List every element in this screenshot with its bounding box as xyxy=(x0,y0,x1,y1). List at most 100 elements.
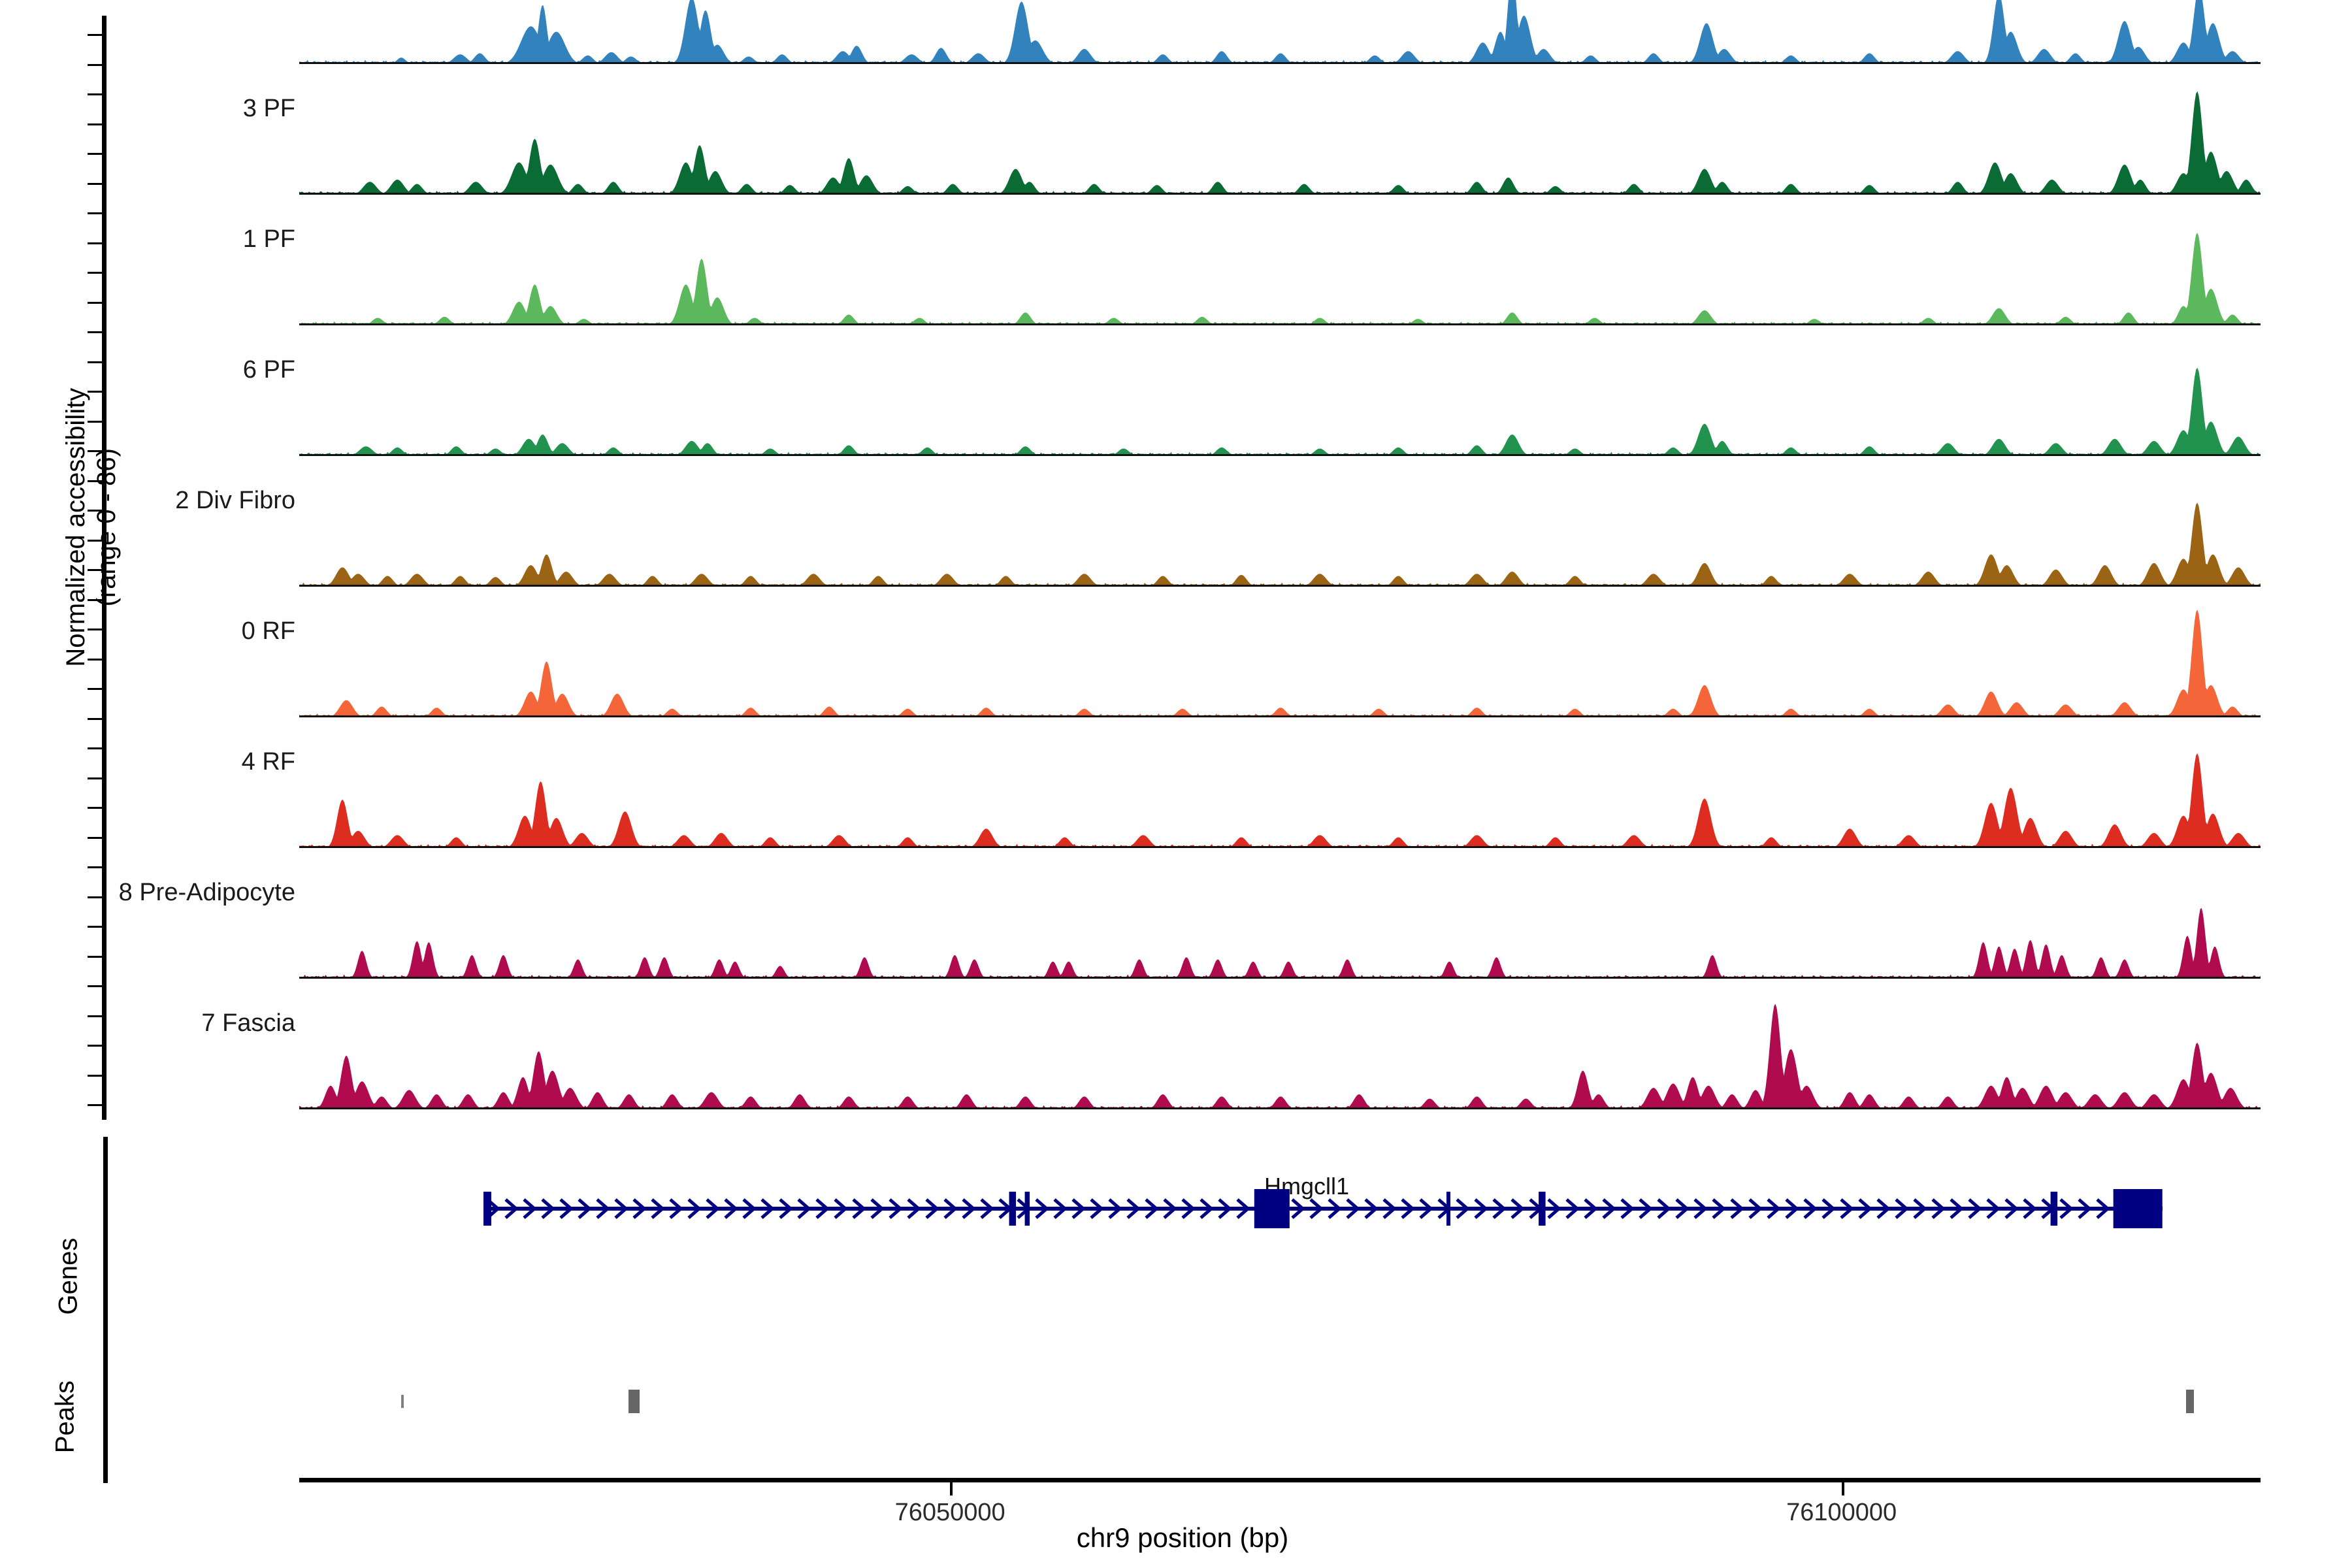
y-axis-tick xyxy=(88,391,102,393)
track-baseline xyxy=(299,193,2261,195)
y-axis-tick xyxy=(88,598,102,601)
y-axis-tick xyxy=(88,510,102,512)
gene-exon xyxy=(1254,1189,1290,1228)
signal-trace xyxy=(299,1004,2261,1109)
y-axis-tick xyxy=(88,1045,102,1047)
track-label-1-pf: 1 PF xyxy=(242,225,295,253)
y-axis-tick xyxy=(88,866,102,868)
track-label-2-div-fibro: 2 Div Fibro xyxy=(175,487,295,514)
strand-arrow-icon xyxy=(870,1198,885,1219)
y-axis-tick xyxy=(88,717,102,720)
strand-arrow-icon xyxy=(1876,1198,1891,1219)
gene-exon xyxy=(2113,1189,2163,1228)
y-axis-tick xyxy=(88,63,102,66)
y-axis-tick xyxy=(88,420,102,423)
strand-arrow-icon xyxy=(1657,1198,1671,1219)
peak-marker xyxy=(401,1395,404,1408)
strand-arrow-icon xyxy=(504,1198,519,1219)
y-axis-tick xyxy=(88,212,102,214)
gene-exon xyxy=(1539,1192,1546,1226)
track-label-0-rf: 0 RF xyxy=(241,617,295,645)
strand-arrow-icon xyxy=(797,1198,811,1219)
track-baseline xyxy=(299,846,2261,848)
signal-track-4-rf xyxy=(299,738,2261,848)
strand-arrow-icon xyxy=(907,1198,921,1219)
y-axis-tick xyxy=(88,658,102,661)
y-axis-tick xyxy=(88,93,102,95)
strand-arrow-icon xyxy=(1748,1198,1763,1219)
strand-arrow-icon xyxy=(1328,1198,1342,1219)
strand-arrow-icon xyxy=(1584,1198,1598,1219)
track-label-7-fascia: 7 Fascia xyxy=(201,1009,295,1037)
strand-arrow-icon xyxy=(1931,1198,1946,1219)
strand-arrow-icon xyxy=(1401,1198,1415,1219)
peak-marker xyxy=(629,1390,640,1413)
strand-arrow-icon xyxy=(1986,1198,2001,1219)
strand-arrow-icon xyxy=(2023,1198,2037,1219)
gene-exon xyxy=(1009,1192,1017,1226)
y-axis-tick xyxy=(88,34,102,36)
strand-arrow-icon xyxy=(1419,1198,1433,1219)
y-axis-tick xyxy=(88,569,102,571)
signal-trace xyxy=(299,610,2261,717)
strand-arrow-icon xyxy=(1382,1198,1397,1219)
gene-exon xyxy=(1446,1192,1451,1226)
y-axis-tick xyxy=(88,955,102,958)
strand-arrow-icon xyxy=(541,1198,555,1219)
strand-arrow-icon xyxy=(1620,1198,1635,1219)
track-baseline xyxy=(299,323,2261,325)
strand-arrow-icon xyxy=(2096,1198,2110,1219)
strand-arrow-icon xyxy=(1035,1198,1049,1219)
strand-arrow-icon xyxy=(1364,1198,1379,1219)
peaks-axis-spine xyxy=(103,1362,108,1483)
y-axis-tick xyxy=(88,926,102,928)
track-baseline xyxy=(299,715,2261,717)
strand-arrow-icon xyxy=(578,1198,592,1219)
signal-track-0-rf xyxy=(299,608,2261,717)
y-axis-tick xyxy=(88,361,102,363)
track-baseline xyxy=(299,585,2261,587)
signal-track-5-dp xyxy=(299,0,2261,64)
signal-track-3-pf xyxy=(299,85,2261,195)
strand-arrow-icon xyxy=(962,1198,976,1219)
x-axis-tick xyxy=(950,1481,953,1495)
x-axis-tick-label: 76100000 xyxy=(1786,1499,1897,1526)
strand-arrow-icon xyxy=(1602,1198,1616,1219)
strand-arrow-icon xyxy=(760,1198,775,1219)
strand-arrow-icon xyxy=(1511,1198,1525,1219)
y-axis-tick xyxy=(88,301,102,304)
signal-axis-spine xyxy=(102,16,106,1120)
y-axis-tick xyxy=(88,331,102,333)
y-axis-tick xyxy=(88,1104,102,1106)
strand-arrow-icon xyxy=(651,1198,665,1219)
x-axis-ticks: 76050000 76100000 xyxy=(0,1478,2352,1550)
strand-arrow-icon xyxy=(2078,1198,2092,1219)
strand-arrow-icon xyxy=(943,1198,958,1219)
strand-arrow-icon xyxy=(1895,1198,1909,1219)
strand-arrow-icon xyxy=(687,1198,702,1219)
strand-arrow-icon xyxy=(1145,1198,1159,1219)
x-axis-tick-label: 76050000 xyxy=(894,1499,1005,1526)
y-axis-tick xyxy=(88,450,102,452)
strand-arrow-icon xyxy=(1840,1198,1854,1219)
track-baseline xyxy=(299,62,2261,64)
strand-arrow-icon xyxy=(1218,1198,1232,1219)
signal-trace xyxy=(299,91,2261,195)
y-axis-tick xyxy=(88,777,102,779)
y-axis-tick xyxy=(88,1074,102,1077)
y-axis-tick xyxy=(88,480,102,482)
track-label-6-pf: 6 PF xyxy=(242,356,295,384)
strand-arrow-icon xyxy=(559,1198,574,1219)
strand-arrow-icon xyxy=(1291,1198,1305,1219)
y-axis-tick xyxy=(88,182,102,185)
signal-track-2-div-fibro xyxy=(299,477,2261,587)
track-label-8-pre-adipocyte: 8 Pre-Adipocyte xyxy=(118,879,295,906)
strand-arrow-icon xyxy=(1950,1198,1964,1219)
peaks-track xyxy=(0,1362,2352,1483)
strand-arrow-icon xyxy=(1675,1198,1690,1219)
y-axis-tick xyxy=(88,747,102,749)
y-axis-tick xyxy=(88,272,102,274)
track-baseline xyxy=(299,454,2261,456)
strand-arrow-icon xyxy=(1968,1198,1982,1219)
x-axis-line xyxy=(299,1478,2261,1482)
